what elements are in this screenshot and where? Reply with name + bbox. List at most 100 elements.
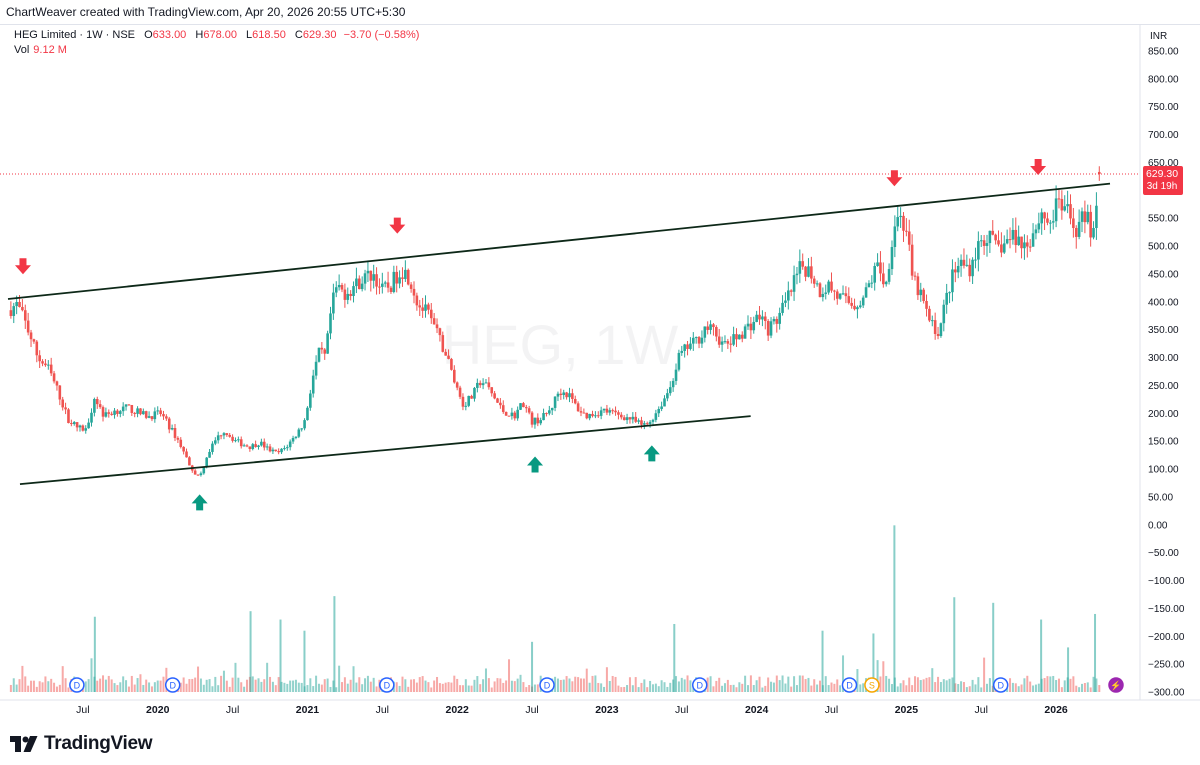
candle-body <box>142 411 145 415</box>
candle-body <box>694 337 698 339</box>
arrow-up-icon <box>191 494 208 511</box>
candle-body <box>979 240 983 242</box>
volume-bar <box>614 676 617 692</box>
candle-body <box>919 289 923 296</box>
candle-body <box>1086 211 1090 223</box>
candle-body <box>732 334 735 345</box>
symbol-label[interactable]: HEG Limited · 1W · NSE <box>14 29 136 41</box>
volume-bar <box>1037 683 1040 692</box>
volume-bar <box>804 679 807 692</box>
candle-body <box>579 411 583 413</box>
dividend-marker-icon <box>841 677 858 693</box>
volume-bar <box>58 684 61 692</box>
candle-body <box>879 262 882 274</box>
candle-body <box>257 445 260 447</box>
volume-bar <box>484 668 487 692</box>
price-tick-label: −100.00 <box>1148 576 1185 587</box>
candle-body <box>320 347 324 350</box>
volume-bar <box>1092 676 1095 692</box>
candle-body <box>611 410 614 412</box>
candle-body <box>15 301 18 307</box>
candle-body <box>818 283 822 298</box>
volume-bar <box>859 684 862 692</box>
volume-bar <box>726 679 729 692</box>
brand-logo[interactable]: TradingView <box>10 733 153 755</box>
price-tick-label: −50.00 <box>1148 548 1179 559</box>
event-marker-label: D <box>74 681 81 691</box>
candle-body <box>429 309 433 319</box>
candle-body <box>812 278 816 284</box>
volume-spike <box>821 630 824 692</box>
volume-bar <box>496 678 499 692</box>
candle-body <box>527 408 531 413</box>
candle-body <box>942 304 946 324</box>
candle-body <box>1051 221 1055 223</box>
volume-bar <box>289 680 292 692</box>
volume-bar <box>1069 678 1072 692</box>
volume-bar <box>185 683 188 692</box>
candle-body <box>784 300 787 303</box>
candle-body <box>988 230 992 244</box>
volume-spike <box>93 616 96 692</box>
legend: HEG Limited · 1W · NSE O633.00 H678.00 L… <box>14 28 419 58</box>
candle-body <box>844 293 848 297</box>
candle-body <box>916 276 920 296</box>
volume-bar <box>153 682 156 692</box>
candle-body <box>435 324 439 329</box>
candle-body <box>453 369 456 383</box>
candle-body <box>136 408 139 414</box>
candle-body <box>21 306 24 311</box>
candle-body <box>887 269 891 282</box>
volume-bar <box>269 676 272 692</box>
candle-body <box>761 316 764 320</box>
candle-body <box>265 446 269 448</box>
volume-bar <box>427 682 430 692</box>
volume-bar <box>315 675 318 692</box>
volume-bar <box>988 678 991 692</box>
volume-bar <box>1052 675 1055 692</box>
volume-bar <box>715 680 718 692</box>
open-label: O <box>144 29 153 41</box>
price-chart[interactable]: HEG, 1W D D D D D D S D ⚡ 850.00 800.00 750.00 700.… <box>0 24 1200 724</box>
volume-bar <box>1043 678 1046 692</box>
candle-body <box>401 277 404 279</box>
volume-bar <box>626 685 629 692</box>
volume-bar <box>666 686 669 692</box>
volume-bar <box>971 679 974 692</box>
candle-body <box>651 419 655 422</box>
close-label: C <box>294 29 303 41</box>
volume-bar <box>603 686 606 692</box>
volume-bar <box>911 685 914 692</box>
earnings-marker-icon <box>1108 677 1124 693</box>
volume-bar <box>778 680 781 692</box>
price-tick-label: 400.00 <box>1148 297 1179 308</box>
arrow-down-icon <box>1030 159 1047 176</box>
volume-bar <box>675 676 678 692</box>
volume-bar <box>962 682 965 692</box>
candle-body <box>956 265 960 273</box>
volume-bar <box>628 677 631 692</box>
volume-bar <box>55 686 58 692</box>
candle-body <box>677 352 681 370</box>
volume-bar <box>744 675 747 692</box>
volume-bar <box>839 685 842 692</box>
candle-body <box>288 441 292 448</box>
volume-bar <box>50 678 53 692</box>
candle-body <box>951 269 954 293</box>
volume-bar <box>332 680 335 692</box>
volume-bar <box>922 679 925 692</box>
volume-spike <box>1094 613 1097 692</box>
price-axis: 850.00800.00750.00700.00650.00600.00550.… <box>1139 24 1185 700</box>
volume-bar <box>931 668 934 692</box>
volume-bar <box>231 677 234 692</box>
candle-body <box>982 240 986 246</box>
volume-bar <box>1032 685 1035 692</box>
volume-bar <box>1083 683 1086 692</box>
candle-body <box>381 283 384 287</box>
candle-body <box>971 259 974 277</box>
volume-bar <box>53 682 56 692</box>
volume-bar <box>600 683 603 692</box>
candle-body <box>1005 239 1009 244</box>
event-markers: D D D D D D S D ⚡ <box>69 677 1124 693</box>
volume-bar <box>142 684 145 692</box>
